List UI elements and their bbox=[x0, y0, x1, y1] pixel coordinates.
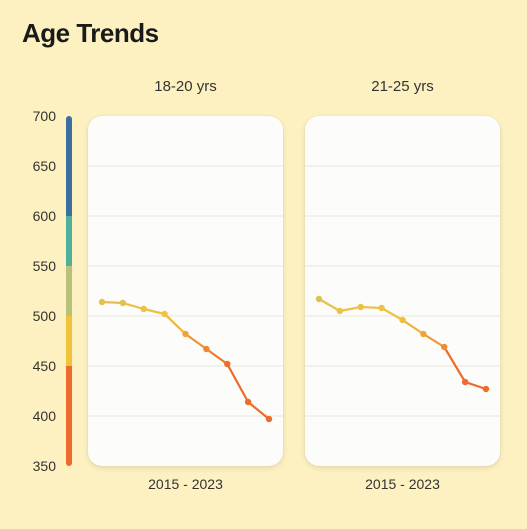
y-axis: 700650600550500450400350 bbox=[22, 116, 84, 466]
data-point bbox=[266, 416, 272, 422]
y-axis-tick: 550 bbox=[22, 258, 56, 274]
y-axis-tick: 450 bbox=[22, 358, 56, 374]
chart-svg bbox=[88, 116, 283, 466]
page-title: Age Trends bbox=[22, 18, 527, 49]
data-point bbox=[358, 304, 364, 310]
y-axis-color-segment bbox=[66, 366, 72, 466]
y-axis-color-segment bbox=[66, 116, 72, 216]
x-axis-labels: 2015 - 2023 2015 - 2023 bbox=[88, 476, 500, 492]
data-point bbox=[337, 308, 343, 314]
data-point bbox=[483, 386, 489, 392]
x-axis-label-0: 2015 - 2023 bbox=[88, 476, 283, 492]
line-segment bbox=[403, 320, 424, 334]
data-point bbox=[399, 317, 405, 323]
line-segment bbox=[144, 309, 165, 314]
line-segment bbox=[206, 349, 227, 364]
data-point bbox=[316, 296, 322, 302]
chart-svg bbox=[305, 116, 500, 466]
y-axis-color-segment bbox=[66, 316, 72, 366]
line-segment bbox=[227, 364, 248, 402]
y-axis-tick: 400 bbox=[22, 408, 56, 424]
line-segment bbox=[382, 308, 403, 320]
y-axis-colorbar bbox=[66, 116, 72, 466]
data-point bbox=[441, 344, 447, 350]
line-segment bbox=[423, 334, 444, 347]
panel-subtitles: 18-20 yrs 21-25 yrs bbox=[88, 78, 500, 95]
y-axis-tick: 600 bbox=[22, 208, 56, 224]
y-axis-color-segment bbox=[66, 266, 72, 316]
line-segment bbox=[465, 382, 486, 389]
data-point bbox=[245, 399, 251, 405]
data-point bbox=[420, 331, 426, 337]
chart-panels bbox=[88, 116, 500, 466]
y-axis-tick: 650 bbox=[22, 158, 56, 174]
data-point bbox=[224, 361, 230, 367]
data-point bbox=[182, 331, 188, 337]
y-axis-tick: 500 bbox=[22, 308, 56, 324]
line-segment bbox=[444, 347, 465, 382]
y-axis-color-segment bbox=[66, 216, 72, 266]
data-point bbox=[99, 299, 105, 305]
y-axis-tick: 350 bbox=[22, 458, 56, 474]
page-root: Age Trends 18-20 yrs 21-25 yrs 700 650 600… bbox=[0, 0, 527, 529]
y-axis-tick: 700 bbox=[22, 108, 56, 124]
panel-subtitle-1: 21-25 yrs bbox=[305, 78, 500, 95]
data-point bbox=[141, 306, 147, 312]
data-point bbox=[120, 300, 126, 306]
data-point bbox=[203, 346, 209, 352]
data-point bbox=[378, 305, 384, 311]
line-segment bbox=[123, 303, 144, 309]
line-segment bbox=[165, 314, 186, 334]
data-point bbox=[161, 311, 167, 317]
panel-subtitle-0: 18-20 yrs bbox=[88, 78, 283, 95]
line-segment bbox=[186, 334, 207, 349]
data-point bbox=[462, 379, 468, 385]
x-axis-label-1: 2015 - 2023 bbox=[305, 476, 500, 492]
line-segment bbox=[319, 299, 340, 311]
chart-panel-0 bbox=[88, 116, 283, 466]
chart-panel-1 bbox=[305, 116, 500, 466]
